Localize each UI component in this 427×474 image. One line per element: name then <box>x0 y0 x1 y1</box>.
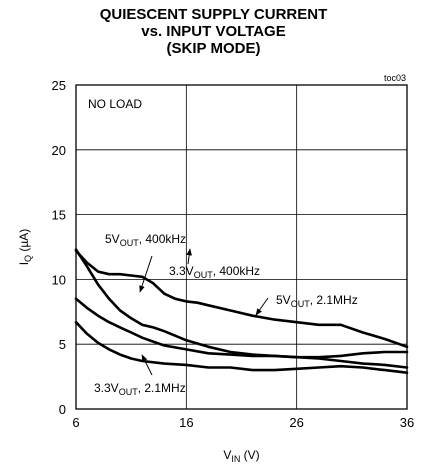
series-label-3v3-400khz: 3.3VOUT, 400kHz <box>169 264 260 280</box>
series-label-3v3-2mhz: 3.3VOUT, 2.1MHz <box>94 381 186 397</box>
annotation-arrow-1 <box>139 255 153 293</box>
tick-labels: 6 16 26 36 0 5 10 15 20 25 <box>52 78 415 430</box>
series-label-5v-2mhz-rest: , 2.1MHz <box>310 293 358 307</box>
y-tick-label: 20 <box>52 143 66 158</box>
x-axis-label-main: V <box>223 448 231 462</box>
annotation-arrow-4 <box>141 354 153 376</box>
grid <box>76 85 407 409</box>
series-line-2 <box>74 248 409 359</box>
series-label-3v3-400khz-sub: OUT <box>194 270 214 280</box>
series-label-5v-2mhz-main: 5V <box>276 293 291 307</box>
plot-frame <box>75 84 408 410</box>
series-line-1 <box>74 249 409 349</box>
y-axis-label-main: I <box>17 262 31 265</box>
series-lines <box>74 248 409 374</box>
series-label-3v3-400khz-rest: , 400kHz <box>213 264 260 278</box>
series-label-3v3-2mhz-rest: , 2.1MHz <box>138 381 186 395</box>
y-tick-label: 15 <box>52 208 66 223</box>
series-label-5v-400khz-rest: , 400kHz <box>139 232 186 246</box>
annotation-arrow-3 <box>255 297 269 316</box>
y-tick-label: 25 <box>52 78 66 93</box>
series-label-3v3-400khz-main: 3.3V <box>169 264 194 278</box>
figure-id: toc03 <box>384 73 406 83</box>
x-tick-label: 6 <box>72 415 79 430</box>
series-label-5v-400khz-main: 5V <box>105 232 120 246</box>
x-axis-label-unit: (V) <box>240 448 259 462</box>
y-tick-label: 5 <box>59 337 66 352</box>
y-axis-label: IQ (µA) <box>17 229 33 266</box>
series-label-5v-2mhz-sub: OUT <box>291 299 311 309</box>
y-axis-label-sub: Q <box>23 255 33 262</box>
series-label-5v-400khz: 5VOUT, 400kHz <box>105 232 186 248</box>
y-tick-label: 0 <box>59 402 66 417</box>
x-axis-label-sub: IN <box>231 454 240 464</box>
y-tick-label: 10 <box>52 272 66 287</box>
x-tick-label: 26 <box>289 415 303 430</box>
x-tick-label: 16 <box>179 415 193 430</box>
x-tick-label: 36 <box>400 415 414 430</box>
x-axis-label: VIN (V) <box>223 448 259 464</box>
annotations: 5VOUT, 400kHz 3.3VOUT, 400kHz 5VOUT, 2.1… <box>94 232 358 397</box>
series-label-5v-400khz-sub: OUT <box>120 238 140 248</box>
no-load-note: NO LOAD <box>88 97 142 111</box>
series-label-3v3-2mhz-main: 3.3V <box>94 381 119 395</box>
chart-title-line-1: QUIESCENT SUPPLY CURRENT <box>99 6 328 23</box>
series-line-4 <box>74 320 409 374</box>
chart-title-line-2: vs. INPUT VOLTAGE <box>141 23 286 40</box>
series-label-3v3-2mhz-sub: OUT <box>119 387 139 397</box>
y-axis-label-unit: (µA) <box>17 229 31 255</box>
chart-title-line-3: (SKIP MODE) <box>166 40 261 57</box>
annotation-arrow-2 <box>186 248 192 265</box>
series-line-3 <box>74 297 409 369</box>
series-label-5v-2mhz: 5VOUT, 2.1MHz <box>276 293 358 309</box>
